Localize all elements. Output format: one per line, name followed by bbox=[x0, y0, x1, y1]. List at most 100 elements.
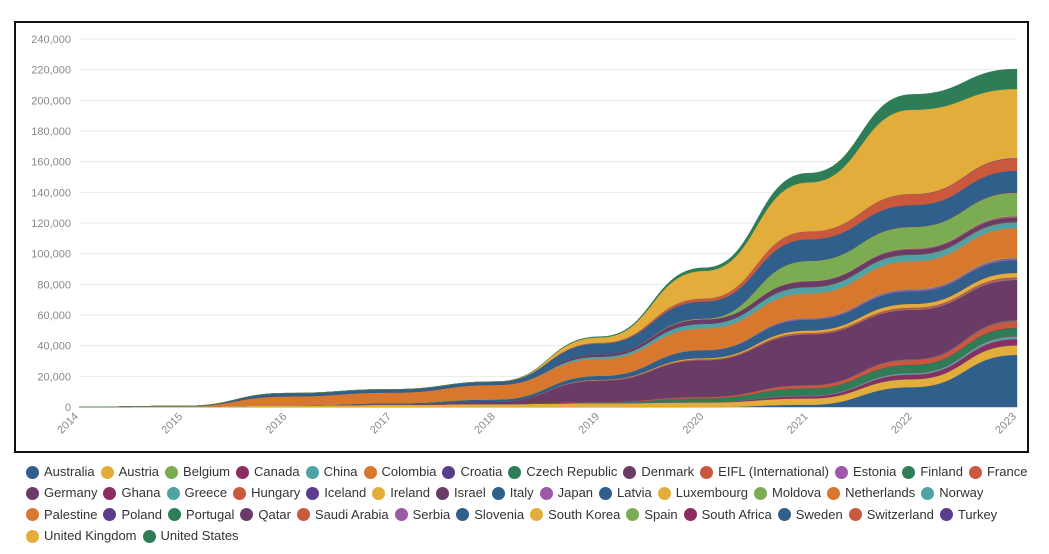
legend-label: France bbox=[986, 464, 1028, 479]
legend-label: Australia bbox=[44, 464, 95, 479]
legend-item[interactable]: Turkey bbox=[939, 506, 998, 525]
chart-frame: 0 20,000 40,000 60,000 80,000 100,000 120,000 1… bbox=[14, 21, 1029, 453]
legend-item[interactable]: EIFL (International) bbox=[700, 463, 829, 482]
legend-item[interactable]: Czech Republic bbox=[508, 463, 617, 482]
legend-label: Turkey bbox=[957, 506, 998, 522]
y-tick-label: 180,000 bbox=[31, 126, 71, 138]
legend-item[interactable]: Qatar bbox=[240, 506, 291, 525]
legend-item[interactable]: Ireland bbox=[372, 484, 430, 503]
legend-label: Luxembourg bbox=[675, 485, 749, 501]
legend-item[interactable]: Poland bbox=[103, 506, 162, 525]
legend-item[interactable]: Ghana bbox=[103, 484, 161, 503]
legend-label: Iceland bbox=[324, 485, 367, 501]
legend-item[interactable]: Palestine bbox=[26, 506, 97, 525]
legend-item[interactable]: United States bbox=[142, 527, 239, 546]
legend-item[interactable]: Saudi Arabia bbox=[296, 506, 389, 525]
legend-item[interactable]: Finland bbox=[902, 463, 963, 482]
legend-swatch bbox=[372, 487, 386, 500]
legend-swatch bbox=[363, 465, 377, 479]
legend-swatch bbox=[142, 529, 156, 543]
legend-swatch bbox=[754, 487, 768, 500]
y-tick-label: 40,000 bbox=[37, 341, 71, 353]
grid bbox=[79, 38, 1017, 408]
x-axis: 2014 2015 2016 2017 2018 2019 2020 2021 2022 2023 bbox=[55, 411, 1019, 437]
legend-item[interactable]: Hungary bbox=[233, 484, 300, 503]
legend-item[interactable]: Colombia bbox=[363, 463, 436, 482]
legend-swatch bbox=[491, 487, 505, 500]
legend-item[interactable]: Greece bbox=[166, 484, 227, 503]
x-tick-label: 2020 bbox=[681, 411, 707, 437]
legend-item[interactable]: China bbox=[305, 463, 358, 482]
y-tick-label: 120,000 bbox=[31, 218, 71, 230]
legend-item[interactable]: Japan bbox=[539, 484, 593, 503]
legend-item[interactable]: Canada bbox=[236, 463, 300, 482]
legend-item[interactable]: Portugal bbox=[167, 506, 234, 525]
legend-swatch bbox=[103, 508, 117, 522]
legend-label: Qatar bbox=[258, 506, 291, 522]
legend-item[interactable]: South Korea bbox=[530, 506, 620, 525]
legend-label: China bbox=[323, 464, 358, 479]
legend-label: EIFL (International) bbox=[718, 464, 829, 479]
legend-item[interactable]: Austria bbox=[100, 463, 160, 482]
legend-swatch bbox=[26, 508, 39, 522]
legend-label: Ghana bbox=[121, 485, 161, 501]
legend-item[interactable]: Norway bbox=[921, 484, 983, 503]
legend-item[interactable]: Sweden bbox=[777, 506, 843, 525]
legend-swatch bbox=[626, 508, 640, 522]
legend-item[interactable]: Latvia bbox=[599, 484, 652, 503]
legend-item[interactable]: Moldova bbox=[754, 484, 821, 503]
legend-label: Austria bbox=[118, 464, 160, 479]
legend-swatch bbox=[394, 508, 408, 522]
legend-item[interactable]: Luxembourg bbox=[657, 484, 749, 503]
x-tick-label: 2017 bbox=[368, 411, 394, 437]
legend-swatch bbox=[848, 508, 862, 522]
y-axis: 0 20,000 40,000 60,000 80,000 100,000 120,000 1… bbox=[31, 34, 71, 414]
legend-item[interactable]: Australia bbox=[26, 463, 95, 482]
legend-label: Hungary bbox=[251, 485, 301, 501]
legend-swatch bbox=[921, 487, 935, 500]
legend-item[interactable]: Slovenia bbox=[456, 506, 524, 525]
legend-item[interactable]: Denmark bbox=[623, 463, 694, 482]
legend-item[interactable]: Croatia bbox=[442, 463, 502, 482]
legend-swatch bbox=[306, 487, 320, 500]
legend-label: Latvia bbox=[617, 485, 652, 501]
legend-swatch bbox=[167, 508, 181, 522]
legend-item[interactable]: Switzerland bbox=[848, 506, 934, 525]
legend-label: United States bbox=[160, 527, 239, 543]
legend-label: Croatia bbox=[460, 464, 503, 479]
legend-item[interactable]: Italy bbox=[491, 484, 534, 503]
y-tick-label: 0 bbox=[65, 402, 71, 414]
legend-swatch bbox=[296, 508, 310, 522]
legend-label: South Korea bbox=[548, 506, 621, 522]
x-tick-label: 2016 bbox=[264, 411, 290, 437]
legend-item[interactable]: Serbia bbox=[394, 506, 451, 525]
legend-label: Serbia bbox=[412, 506, 451, 522]
legend-swatch bbox=[236, 465, 250, 479]
legend-item[interactable]: South Africa bbox=[683, 506, 772, 525]
legend-item[interactable]: Belgium bbox=[165, 463, 230, 482]
legend-swatch bbox=[834, 465, 848, 479]
y-tick-label: 200,000 bbox=[31, 95, 71, 107]
legend-swatch bbox=[103, 487, 117, 500]
legend-item[interactable]: Estonia bbox=[834, 463, 896, 482]
legend-item[interactable]: France bbox=[968, 463, 1028, 482]
legend-item[interactable]: Iceland bbox=[306, 484, 366, 503]
legend-item[interactable]: United Kingdom bbox=[26, 527, 137, 546]
area-united-states[interactable] bbox=[78, 68, 1018, 408]
x-tick-label: 2019 bbox=[576, 411, 602, 437]
legend-label: Finland bbox=[920, 464, 963, 479]
legend-swatch bbox=[623, 465, 637, 479]
legend-swatch bbox=[599, 487, 613, 500]
legend-item[interactable]: Spain bbox=[626, 506, 678, 525]
legend-item[interactable]: Germany bbox=[26, 484, 97, 503]
legend-label: Slovenia bbox=[474, 506, 525, 522]
legend-label: Germany bbox=[44, 485, 98, 501]
legend-label: Saudi Arabia bbox=[314, 506, 389, 522]
legend-swatch bbox=[456, 508, 470, 522]
x-tick-label: 2021 bbox=[785, 411, 811, 437]
legend-item[interactable]: Netherlands bbox=[827, 484, 915, 503]
y-tick-label: 140,000 bbox=[31, 187, 71, 199]
legend-item[interactable]: Israel bbox=[435, 484, 486, 503]
legend-label: Czech Republic bbox=[526, 464, 618, 479]
legend-swatch bbox=[240, 508, 254, 522]
